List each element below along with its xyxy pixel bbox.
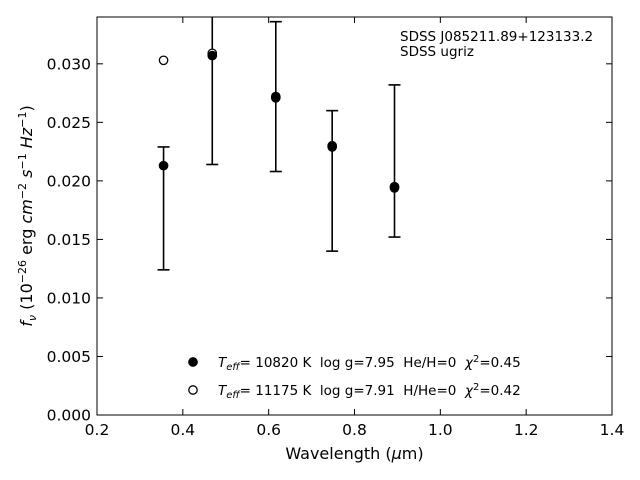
y-tick-label: 0.030 (47, 55, 91, 73)
x-tick-label: 0.2 (85, 421, 110, 439)
y-tick-label: 0.000 (47, 407, 91, 425)
x-tick-label: 0.4 (171, 421, 196, 439)
legend-label: Teff= 11175 K log g=7.91 H/He=0 χ2=0.42 (218, 382, 521, 401)
data-point-filled (389, 183, 400, 193)
x-axis-label: Wavelength (μm) (285, 444, 423, 463)
x-tick-label: 1.4 (600, 421, 625, 439)
x-tick-label: 0.6 (256, 421, 281, 439)
y-tick-label: 0.010 (47, 289, 91, 307)
y-tick-label: 0.015 (47, 231, 91, 249)
legend-marker-filled (188, 357, 198, 367)
text-layer: 0.2 0.4 0.6 0.8 1.0 1.2 1.4 0.000 0.005 0.010 0.01… (16, 29, 624, 463)
y-tick-label: 0.005 (47, 348, 91, 366)
annotation-line: SDSS ugriz (400, 44, 474, 60)
y-tick-label: 0.020 (47, 172, 91, 190)
data-point-open (158, 55, 169, 66)
legend-marker-open (188, 385, 198, 395)
y-axis-label: fν (10−26 erg cm−2 s−1 Hz−1) (16, 105, 39, 326)
x-tick-label: 1.2 (514, 421, 539, 439)
plot-layer (157, 17, 401, 271)
x-tick-label: 0.8 (342, 421, 367, 439)
data-point-filled (270, 92, 281, 103)
y-tick-label: 0.025 (47, 114, 91, 132)
data-point-filled (207, 50, 218, 61)
data-point-filled (158, 160, 169, 171)
x-tick-label: 1.0 (428, 421, 453, 439)
axes-layer (96, 16, 613, 416)
annotation-line: SDSS J085211.89+123133.2 (400, 29, 593, 45)
data-point-filled (327, 142, 338, 152)
legend-label: Teff= 10820 K log g=7.95 He/H=0 χ2=0.45 (218, 354, 521, 373)
